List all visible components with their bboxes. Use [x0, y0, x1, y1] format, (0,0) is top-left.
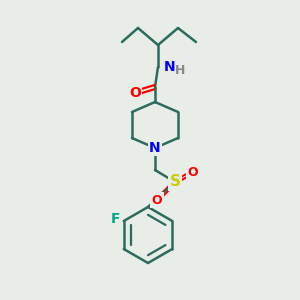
Text: N: N: [149, 141, 161, 155]
Text: N: N: [164, 60, 176, 74]
Text: F: F: [111, 212, 121, 226]
Text: O: O: [188, 166, 198, 178]
Text: O: O: [152, 194, 162, 206]
Text: S: S: [169, 175, 181, 190]
Text: O: O: [129, 86, 141, 100]
Text: H: H: [175, 64, 185, 76]
